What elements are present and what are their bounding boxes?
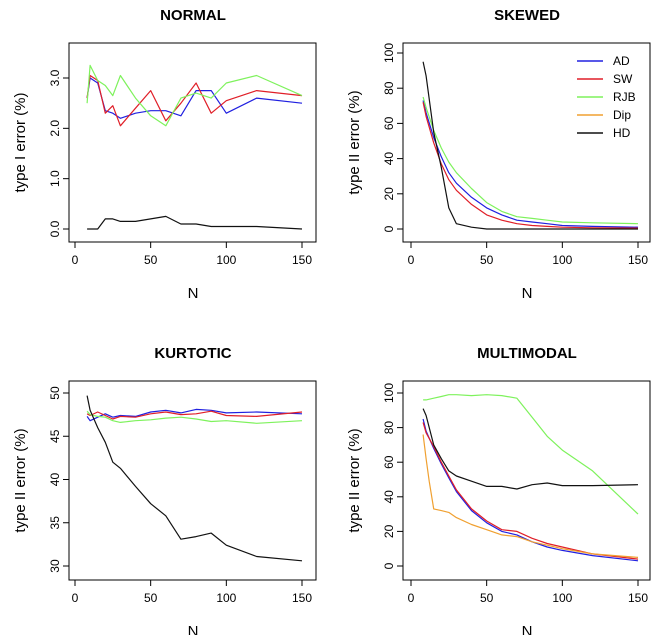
x-tick-label: 0	[408, 253, 415, 267]
legend: AD SW RJB Dip HD	[577, 54, 636, 140]
series-line-sw	[422, 422, 639, 560]
x-tick-label: 50	[480, 253, 494, 267]
y-tick-label: 60	[382, 455, 396, 469]
series-line-rjb	[86, 64, 303, 127]
y-tick-label: 20	[382, 524, 396, 538]
y-tick-label: 60	[382, 116, 396, 130]
y-tick-label: 40	[382, 152, 396, 166]
y-axis-label: type I error (%)	[12, 92, 29, 192]
x-tick-label: 150	[292, 253, 312, 267]
x-axis-label: N	[188, 285, 199, 302]
y-tick-label: 100	[382, 383, 396, 403]
series-line-hd	[422, 61, 638, 230]
y-tick-label: 45	[48, 429, 62, 443]
x-tick-label: 50	[144, 591, 158, 605]
x-tick-label: 150	[628, 591, 648, 605]
y-tick-label: 0.0	[48, 220, 62, 237]
x-tick-label: 0	[72, 591, 79, 605]
x-tick-label: 100	[216, 591, 236, 605]
series-line-dip	[422, 434, 639, 558]
x-tick-label: 50	[144, 253, 158, 267]
chart-title: NORMAL	[160, 7, 226, 24]
series-line-sw	[86, 74, 303, 127]
y-tick-label: 80	[382, 81, 396, 95]
series-line-ad	[422, 100, 639, 228]
series-line-rjb	[86, 410, 303, 424]
legend-label-ad: AD	[613, 54, 630, 68]
series-line-rjb	[422, 96, 639, 225]
series-line-ad	[86, 77, 303, 119]
y-tick-label: 100	[382, 43, 396, 63]
series-line-hd	[86, 395, 303, 562]
x-axis-label: N	[522, 285, 533, 302]
legend-label-sw: SW	[613, 72, 633, 86]
y-tick-label: 30	[48, 559, 62, 573]
x-axis-label: N	[522, 623, 533, 635]
y-tick-label: 50	[48, 386, 62, 400]
series-line-sw	[422, 102, 639, 229]
y-tick-label: 40	[382, 490, 396, 504]
x-tick-label: 50	[480, 591, 494, 605]
legend-label-rjb: RJB	[613, 90, 636, 104]
y-tick-label: 3.0	[48, 69, 62, 86]
series-line-rjb	[423, 394, 639, 515]
y-tick-label: 20	[382, 187, 396, 201]
y-tick-label: 35	[48, 516, 62, 530]
y-tick-label: 40	[48, 473, 62, 487]
legend-label-dip: Dip	[613, 108, 631, 122]
series-line-ad	[422, 418, 639, 562]
x-tick-label: 100	[216, 253, 236, 267]
x-tick-label: 150	[292, 591, 312, 605]
legend-label-hd: HD	[613, 126, 631, 140]
plot-frame	[68, 380, 317, 581]
series-line-hd	[422, 408, 639, 490]
plot-frame	[68, 42, 317, 243]
y-tick-label: 1.0	[48, 170, 62, 187]
y-axis-label: type II error (%)	[12, 428, 29, 532]
x-tick-label: 0	[72, 253, 79, 267]
x-tick-label: 150	[628, 253, 648, 267]
x-tick-label: 100	[552, 591, 572, 605]
y-tick-label: 2.0	[48, 120, 62, 137]
chart-title: KURTOTIC	[154, 345, 231, 362]
x-tick-label: 0	[408, 591, 415, 605]
chart-title: MULTIMODAL	[477, 345, 577, 362]
y-tick-label: 0	[382, 225, 396, 232]
series-line-sw	[86, 410, 303, 420]
chart-title: SKEWED	[494, 7, 560, 24]
y-axis-label: type II error (%)	[346, 428, 363, 532]
y-tick-label: 80	[382, 421, 396, 435]
y-axis-label: type II error (%)	[346, 90, 363, 194]
x-axis-label: N	[188, 623, 199, 635]
y-tick-label: 0	[382, 562, 396, 569]
series-line-hd	[87, 215, 303, 230]
x-tick-label: 100	[552, 253, 572, 267]
